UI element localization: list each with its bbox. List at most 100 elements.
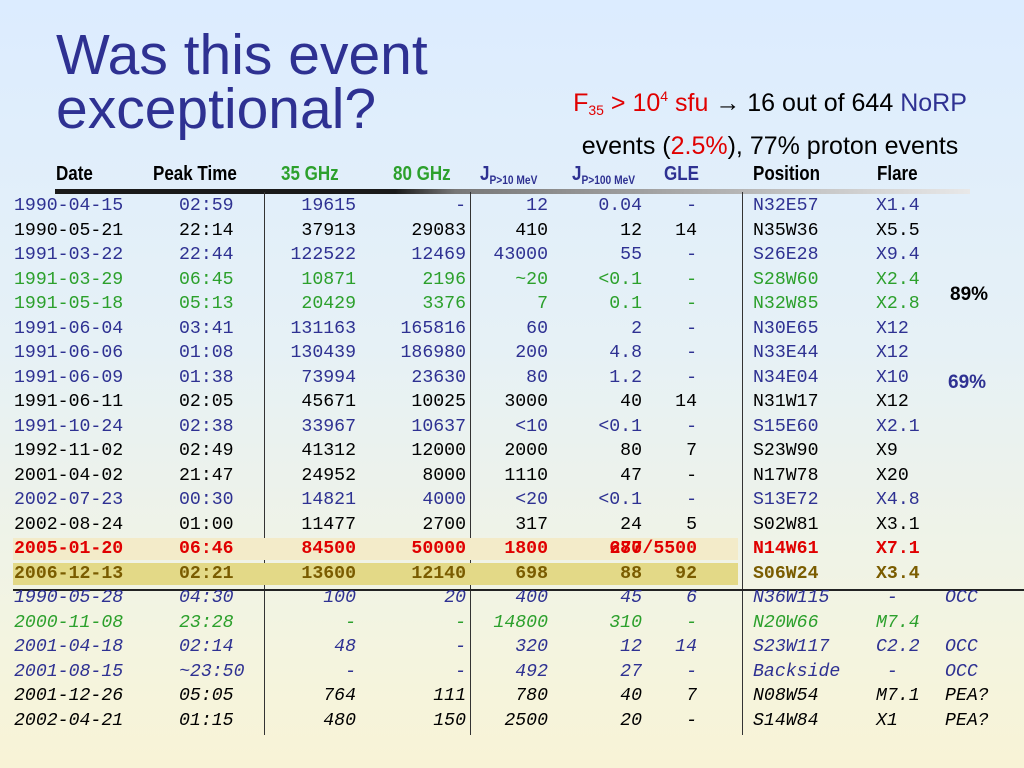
table-row: 1991-05-18 05:13 20429 3376 7 0.1 - N32W85 X2.8	[0, 292, 1024, 317]
cell-time: 22:44	[179, 245, 234, 265]
percent-69-label: 69%	[948, 372, 987, 393]
header-35ghz: 35 GHz	[281, 163, 339, 185]
cell-ghz80: 165816	[400, 318, 467, 339]
cell-gle: -	[686, 269, 697, 290]
cell-pos: S26E28	[753, 245, 819, 265]
cell-pos: N36W115	[753, 588, 830, 608]
cell-ghz80: 2196	[422, 269, 466, 290]
cell-ghz80: 12140	[411, 563, 466, 584]
cell-date: 1991-06-11	[14, 392, 124, 412]
cell-flare: X12	[876, 343, 909, 363]
cell-ghz80: 4000	[422, 490, 466, 510]
table-row: 1990-04-15 02:59 19615 - 12 0.04 - N32E57 X1.4	[0, 194, 1024, 219]
cell-j100: 40	[620, 686, 642, 706]
cell-flare: X1	[876, 710, 898, 731]
cell-gle: -	[686, 196, 697, 216]
header-rule-light	[455, 189, 970, 194]
cell-j10: <20	[515, 490, 548, 510]
row-highlight	[13, 562, 738, 585]
cell-j10: 1800	[504, 539, 548, 559]
cell-ghz80: -	[455, 637, 466, 657]
cell-gle: -	[686, 416, 697, 437]
cell-ghz80: 29083	[411, 220, 466, 241]
cell-gle: -	[686, 710, 697, 731]
cell-j100: 4.8	[609, 343, 642, 363]
cell-j100: 2	[631, 318, 642, 339]
header-j10: JP>10 MeV	[480, 163, 538, 187]
header-date: Date	[56, 163, 93, 185]
cell-ghz80: -	[455, 196, 466, 216]
cell-ghz80: 23630	[411, 367, 466, 388]
cell-j10: <10	[515, 416, 548, 437]
cell-j100: 40	[620, 392, 642, 412]
cell-ghz80: -	[455, 661, 466, 682]
header-j100: JP>100 MeV	[572, 163, 636, 187]
cell-gle: 5	[686, 514, 697, 535]
table-row: 2005-01-20 06:46 84500 50000 1800 680 277/5500…	[0, 537, 1024, 562]
cell-flare: X5.5	[876, 220, 920, 241]
cell-gle: 7	[686, 686, 697, 706]
cell-gle: 14	[675, 392, 697, 412]
table-row: 2002-07-23 00:30 14821 4000 <20 <0.1 - S13E72 X4…	[0, 488, 1024, 513]
cell-pos: N32E57	[753, 196, 819, 216]
cell-ghz35: -	[345, 661, 356, 682]
cell-time: 22:14	[179, 220, 234, 241]
cell-note: OCC	[945, 661, 978, 682]
header-peak-time: Peak Time	[153, 163, 237, 185]
cell-date: 2005-01-20	[14, 539, 124, 559]
cell-date: 2000-11-08	[14, 612, 124, 633]
cell-gle: -	[686, 294, 697, 314]
group-separator	[13, 589, 1024, 591]
cell-flare: X7.1	[876, 539, 920, 559]
cell-pos: S15E60	[753, 416, 819, 437]
cell-pos: N20W66	[753, 612, 819, 633]
cell-j10: 12	[526, 196, 548, 216]
table-row: 2002-04-21 01:15 480 150 2500 20 - S14W84 X1 PEA?	[0, 709, 1024, 734]
cell-ghz80: 12000	[411, 441, 466, 461]
cell-time: 06:45	[179, 269, 234, 290]
cell-gle: 14	[675, 637, 697, 657]
cell-ghz80: 10025	[411, 392, 466, 412]
row-highlight	[13, 538, 738, 560]
cell-date: 1991-06-04	[14, 318, 124, 339]
table-row: 1990-05-28 04:30 100 20 400 45 6 N36W115 - OCC	[0, 586, 1024, 611]
table-row: 2002-08-24 01:00 11477 2700 317 24 5 S02W81 X3.1	[0, 513, 1024, 538]
table-row: 1991-06-04 03:41 131163 165816 60 2 - N30E65 X12	[0, 317, 1024, 342]
cell-date: 2001-08-15	[14, 661, 124, 682]
cell-time: 00:30	[179, 490, 234, 510]
cell-j100: <0.1	[598, 490, 642, 510]
cell-j10: 400	[515, 588, 548, 608]
cell-j100: 12	[620, 220, 642, 241]
cell-ghz35: 122522	[290, 245, 357, 265]
cell-time: 03:41	[179, 318, 234, 339]
cell-date: 1992-11-02	[14, 441, 124, 461]
cell-j100: 20	[620, 710, 642, 731]
table-row: 1991-03-22 22:44 122522 12469 43000 55 - S26E28…	[0, 243, 1024, 268]
slide-subtitle: F35 > 104 sfu → 16 out of 644 NoRP event…	[573, 88, 967, 160]
cell-ghz80: 10637	[411, 416, 466, 437]
table-row: 2000-11-08 23:28 - - 14800 310 - N20W66 M7.4	[0, 611, 1024, 636]
cell-time: 06:46	[179, 539, 234, 559]
cell-time: 01:08	[179, 343, 234, 363]
cell-pos: S23W90	[753, 441, 819, 461]
cell-flare: X20	[876, 465, 909, 486]
cell-j10: 1110	[504, 465, 548, 486]
cell-j10: 2000	[504, 441, 548, 461]
cell-flare: C2.2	[876, 637, 920, 657]
cell-time: 01:15	[179, 710, 234, 731]
cell-ghz80: 8000	[422, 465, 466, 486]
cell-date: 1990-04-15	[14, 196, 124, 216]
table-row: 2001-04-18 02:14 48 - 320 12 14 S23W117 C2.2 OCC	[0, 635, 1024, 660]
cell-date: 2001-12-26	[14, 686, 124, 706]
cell-ghz35: 48	[334, 637, 356, 657]
cell-ghz35: 100	[323, 588, 356, 608]
cell-date: 2002-07-23	[14, 490, 124, 510]
cell-j100: <0.1	[598, 416, 642, 437]
cell-pos: N08W54	[753, 686, 819, 706]
cell-time: 05:05	[179, 686, 234, 706]
cell-j10: 200	[515, 343, 548, 363]
cell-time: 04:30	[179, 588, 234, 608]
cell-gle: -	[686, 343, 697, 363]
cell-flare: X3.4	[876, 563, 920, 584]
cell-ghz80: 2700	[422, 514, 466, 535]
